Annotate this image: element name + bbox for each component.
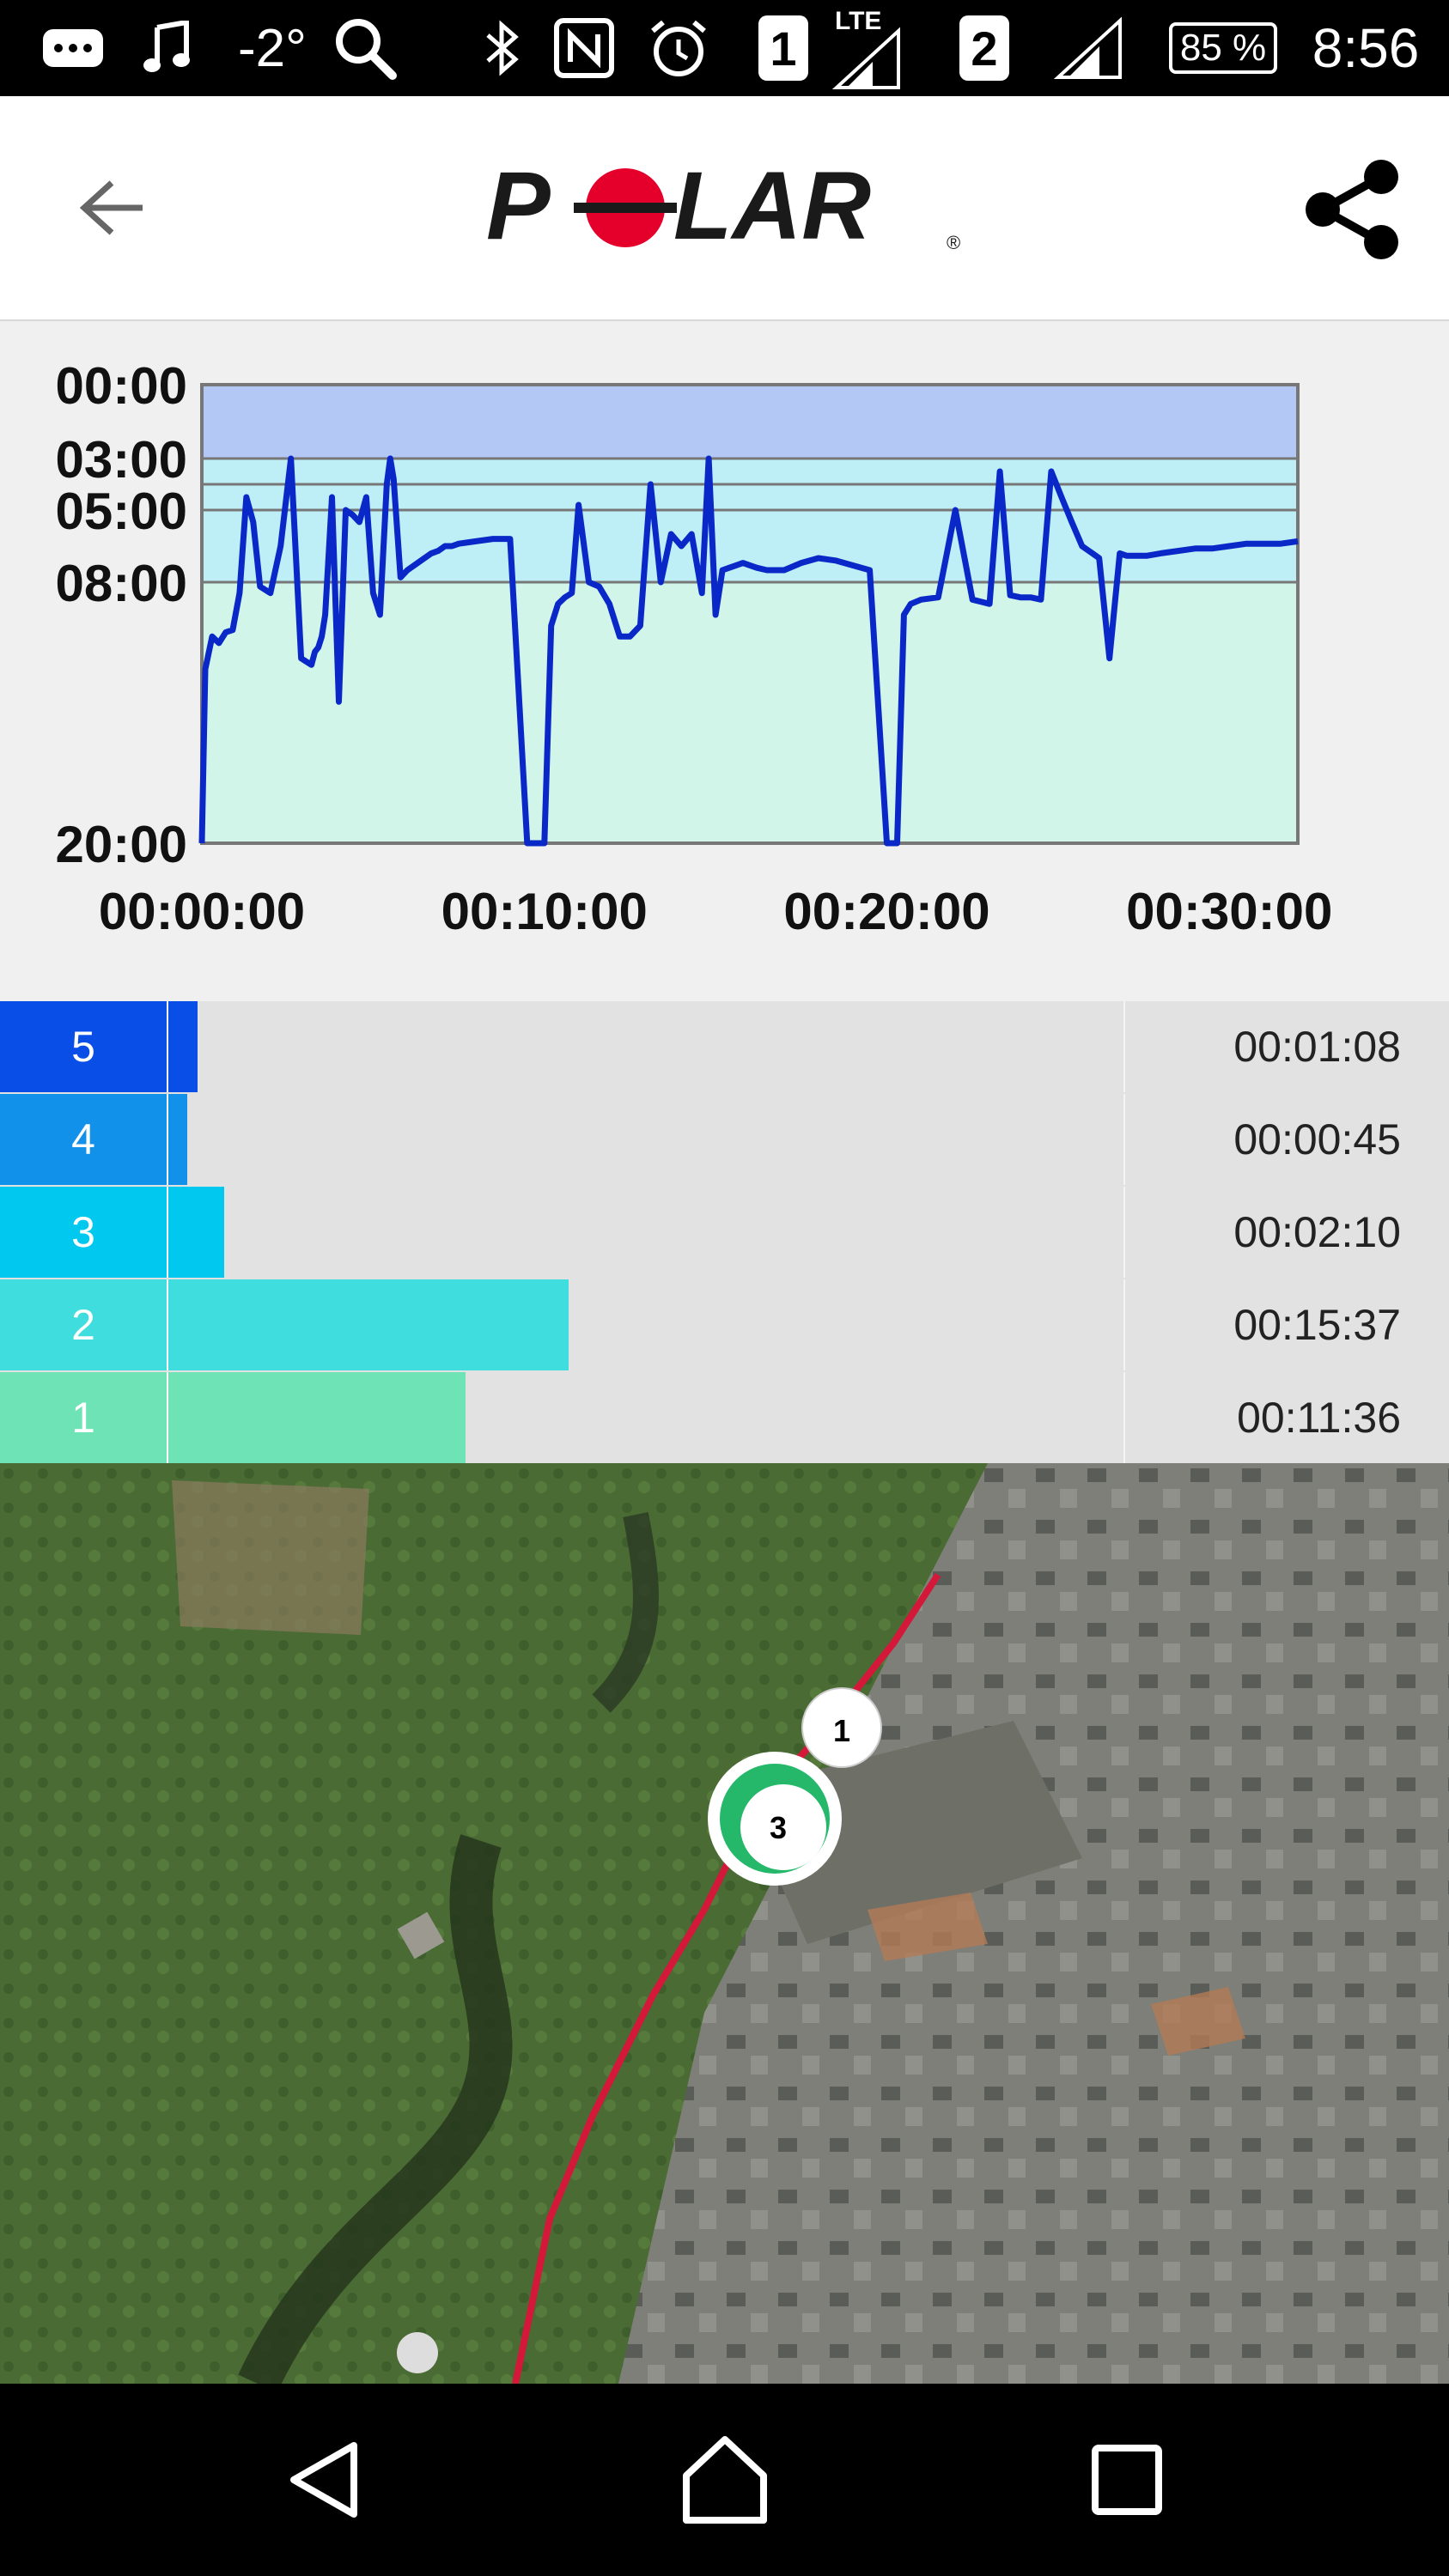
zone-bar-1 <box>168 1372 466 1463</box>
zone-time-4: 00:00:45 <box>1233 1115 1401 1163</box>
zone-bar-3 <box>168 1187 224 1278</box>
music-note-icon <box>137 0 198 96</box>
zone-row-5: 5 00:01:08 <box>0 1001 1449 1092</box>
messenger-icon <box>34 0 112 96</box>
battery-icon: 85 % <box>1165 0 1282 96</box>
x-tick-label: 00:20:00 <box>783 883 989 940</box>
cell-signal-icon <box>1046 0 1132 96</box>
app-bar: P LAR ® <box>0 96 1449 321</box>
zone-label-3: 3 <box>0 1187 167 1278</box>
zone-label-5: 5 <box>0 1001 167 1092</box>
zone-bar-4 <box>168 1094 187 1185</box>
polar-logo: P LAR ® <box>481 152 971 259</box>
temperature-text: -2° <box>238 18 307 78</box>
y-tick-label: 08:00 <box>56 555 187 612</box>
share-icon[interactable] <box>1299 156 1405 263</box>
svg-text:LAR: LAR <box>673 155 871 258</box>
svg-text:®: ® <box>947 232 960 253</box>
route-line <box>512 1572 941 2384</box>
bluetooth-icon <box>472 0 533 96</box>
lte-signal-icon: LTE <box>821 0 916 96</box>
pace-line <box>198 455 1299 847</box>
svg-text:P: P <box>486 155 551 258</box>
y-tick-label: 20:00 <box>56 816 187 873</box>
status-bar: -2° 1 LTE 2 85 % 8:56 <box>0 0 1449 96</box>
zone-row-1: 1 00:11:36 <box>0 1372 1449 1463</box>
route-map[interactable]: 1 3 <box>0 1463 1449 2384</box>
clock-text: 8:56 <box>1312 17 1420 79</box>
x-tick-label: 00:00:00 <box>99 883 305 940</box>
zone-band-low <box>202 582 1298 843</box>
km-marker-1 <box>801 1687 882 1768</box>
zone-time-5: 00:01:08 <box>1233 1023 1401 1071</box>
nav-back-icon[interactable] <box>273 2428 376 2531</box>
sim1-badge: 1 <box>756 0 811 96</box>
system-nav-bar <box>0 2384 1449 2576</box>
y-tick-label: 05:00 <box>56 483 187 540</box>
zone-band-top <box>202 385 1298 459</box>
zone-time-2: 00:15:37 <box>1233 1301 1401 1349</box>
zone-bar-2 <box>168 1279 569 1370</box>
lap-marker-3-label: 3 <box>770 1810 787 1845</box>
zone-time-3: 00:02:10 <box>1233 1208 1401 1256</box>
pace-chart: 00:00 03:00 05:00 08:00 20:00 00:00:00 00:10:0… <box>0 321 1449 1001</box>
nfc-icon <box>550 0 618 96</box>
km-marker-1-label: 1 <box>833 1713 850 1748</box>
zone-row-2: 2 00:15:37 <box>0 1279 1449 1370</box>
sim2-badge: 2 <box>957 0 1012 96</box>
nav-recents-icon[interactable] <box>1075 2428 1178 2531</box>
y-tick-label: 00:00 <box>56 357 187 415</box>
back-arrow-icon[interactable] <box>69 165 155 251</box>
x-tick-label: 00:30:00 <box>1126 883 1332 940</box>
y-tick-label: 03:00 <box>56 431 187 489</box>
zone-row-3: 3 00:02:10 <box>0 1187 1449 1278</box>
alarm-icon <box>642 0 715 96</box>
zone-label-1: 1 <box>0 1372 167 1463</box>
heart-rate-zones: 5 00:01:08 4 00:00:45 3 00:02:10 2 00:15:37 1 00:… <box>0 1001 1449 1463</box>
zone-label-4: 4 <box>0 1094 167 1185</box>
plot-frame <box>200 383 1300 845</box>
zone-time-1: 00:11:36 <box>1237 1394 1401 1442</box>
x-tick-label: 00:10:00 <box>441 883 648 940</box>
map-satellite[interactable]: 1 3 <box>0 1463 1449 2384</box>
search-icon <box>326 0 404 96</box>
zone-row-4: 4 00:00:45 <box>0 1094 1449 1185</box>
nav-home-icon[interactable] <box>673 2428 776 2531</box>
zone-bar-5 <box>168 1001 198 1092</box>
zone-label-2: 2 <box>0 1279 167 1370</box>
